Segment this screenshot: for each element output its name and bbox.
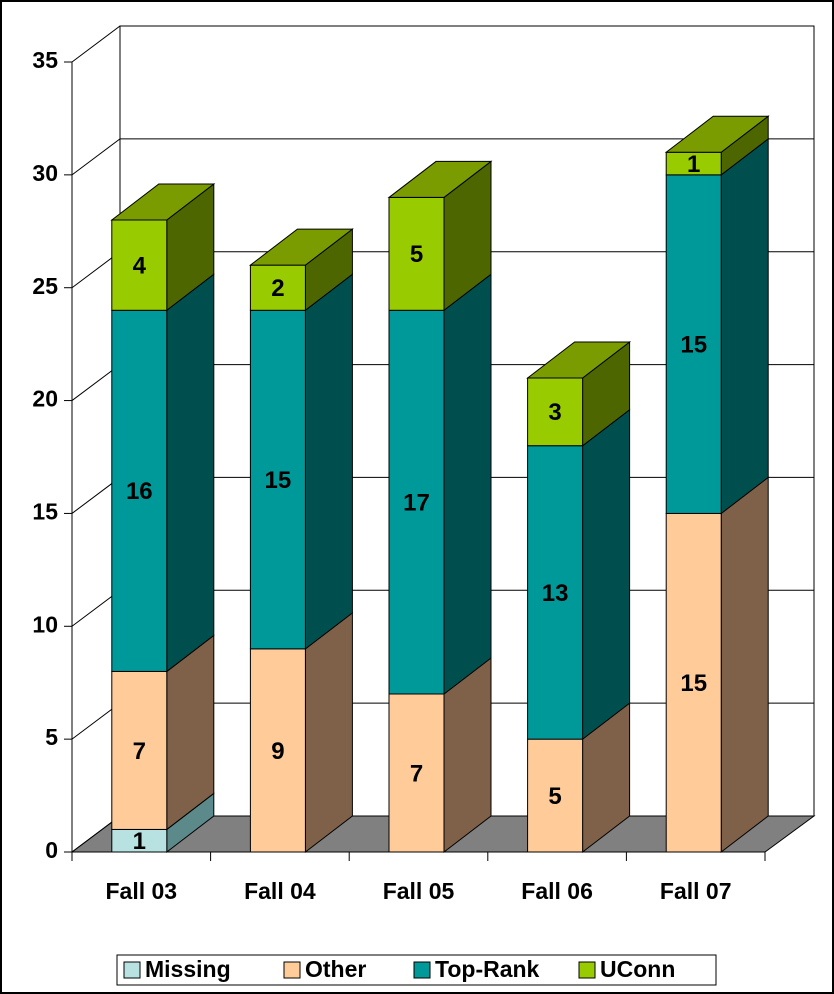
bar-top	[387, 160, 493, 198]
y-tick-label: 15	[32, 499, 58, 525]
legend-label: UConn	[600, 956, 675, 982]
y-tick-label: 25	[32, 273, 58, 299]
data-label: 15	[265, 467, 292, 494]
bar-side	[166, 273, 215, 673]
y-tick-label: 0	[45, 837, 58, 863]
x-tick-label: Fall 04	[244, 878, 316, 904]
y-tick-label: 10	[32, 611, 58, 637]
data-label: 3	[548, 399, 561, 426]
legend-swatch	[123, 961, 141, 979]
bar-side	[720, 476, 769, 854]
bar	[665, 512, 722, 853]
data-label: 13	[542, 580, 569, 607]
y-tick-label: 30	[32, 160, 58, 186]
data-label: 1	[687, 151, 700, 178]
bar-top	[110, 183, 216, 221]
bar	[665, 174, 722, 514]
bar-side	[720, 137, 769, 515]
data-label: 5	[410, 241, 423, 268]
data-label: 17	[403, 489, 430, 516]
data-label: 16	[126, 478, 153, 505]
data-label: 2	[271, 275, 284, 302]
x-tick-label: Fall 06	[521, 878, 593, 904]
legend-label: Missing	[145, 956, 231, 982]
x-tick-label: Fall 07	[660, 878, 732, 904]
data-label: 4	[133, 252, 147, 279]
bar	[527, 445, 584, 740]
bar-top	[248, 228, 354, 266]
y-tick-label: 20	[32, 386, 58, 412]
bar	[527, 738, 584, 853]
x-tick-label: Fall 03	[105, 878, 177, 904]
legend-label: Other	[305, 956, 366, 982]
y-tick-label: 35	[32, 47, 58, 73]
bar	[249, 264, 306, 311]
grid-line	[71, 138, 814, 176]
bar-side	[304, 611, 353, 854]
legend-swatch	[283, 961, 301, 979]
grid-line	[71, 25, 814, 63]
legend-label: Top-Rank	[435, 956, 540, 982]
data-label: 5	[548, 783, 561, 810]
bar-side	[304, 273, 353, 650]
bar	[111, 670, 168, 830]
legend-swatch	[578, 961, 596, 979]
bar-top	[526, 341, 632, 379]
data-label: 1	[133, 828, 146, 855]
legend: Missing Other Top-Rank UConn	[116, 954, 717, 986]
data-label: 15	[680, 670, 707, 697]
bar-side	[443, 273, 492, 696]
bar-side	[582, 408, 631, 741]
data-label: 7	[410, 760, 423, 787]
data-label: 9	[271, 738, 284, 765]
y-tick-label: 5	[45, 724, 58, 750]
bar-top	[664, 115, 770, 153]
bar	[388, 196, 445, 311]
bar	[388, 693, 445, 853]
legend-swatch	[413, 961, 431, 979]
bar	[249, 309, 306, 650]
data-label: 15	[680, 331, 707, 358]
bar	[388, 309, 445, 695]
bar	[111, 309, 168, 672]
data-label: 7	[133, 738, 146, 765]
bar	[111, 219, 168, 311]
bar	[249, 648, 306, 853]
x-tick-label: Fall 05	[383, 878, 455, 904]
